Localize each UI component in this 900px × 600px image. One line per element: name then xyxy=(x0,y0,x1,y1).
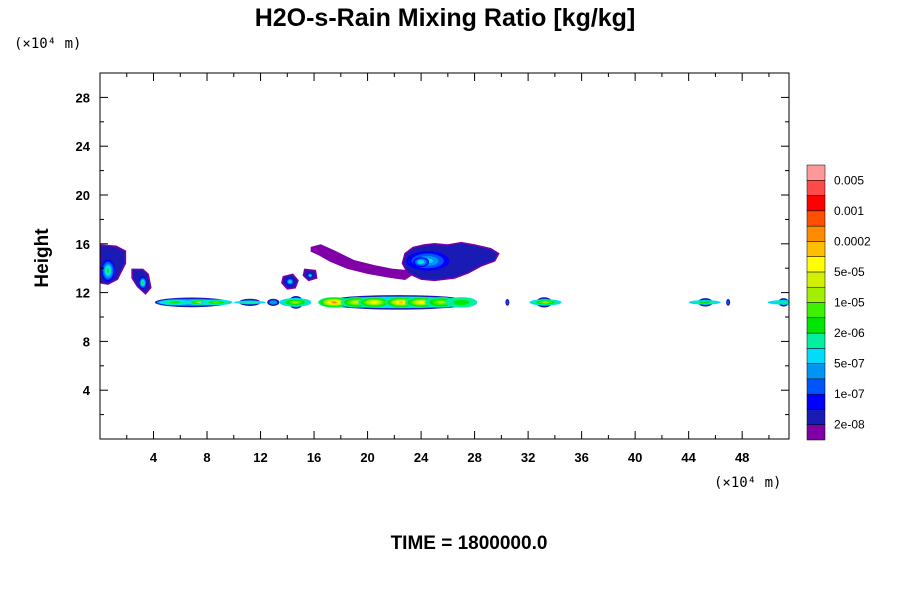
colorbar-box-6 xyxy=(806,332,826,349)
colorbar-box-7 xyxy=(806,317,826,334)
plot-area xyxy=(100,241,789,310)
band-core-4-5-4 xyxy=(437,301,446,304)
y-tick-label: 20 xyxy=(76,188,90,203)
x-tick-label: 24 xyxy=(414,450,429,465)
x-tick-label: 4 xyxy=(150,450,158,465)
colorbar-box-16 xyxy=(806,180,826,196)
colorbar-box-12 xyxy=(806,241,826,257)
x-tick-label: 32 xyxy=(521,450,535,465)
band-core-3-0-5 xyxy=(292,301,299,304)
mid-cell-16-core-0-level-6 xyxy=(309,274,312,277)
x-tick-label: 16 xyxy=(307,450,321,465)
colorbar-label: 2e-06 xyxy=(834,326,865,340)
colorbar-box-4 xyxy=(806,363,826,380)
x-tick-label: 8 xyxy=(203,450,210,465)
colorbar-box-17 xyxy=(806,164,826,181)
colorbar-label: 2e-08 xyxy=(834,418,865,432)
y-axis-label: Height xyxy=(32,228,53,288)
colorbar-label: 5e-07 xyxy=(834,357,865,371)
band-core-5-0-5 xyxy=(542,301,549,304)
colorbar-box-0 xyxy=(806,424,826,441)
upper-cloud-core-1-level-6 xyxy=(419,261,423,264)
band-core-0-2-4 xyxy=(212,301,221,304)
time-label: TIME = 1800000.0 xyxy=(391,533,548,554)
band-core-4-4-6 xyxy=(418,301,424,304)
colorbar-label: 0.0002 xyxy=(834,234,871,248)
colorbar: 2e-08 1e-07 5e-07 2e-06 1e-05 5e-05 0.0002 0.00… xyxy=(806,164,871,441)
x-unit-label: (×10⁴ m) xyxy=(714,475,781,491)
band-segment-8-inner xyxy=(727,300,730,305)
x-tick-label: 12 xyxy=(253,450,267,465)
band-core-0-0-3 xyxy=(169,301,181,304)
colorbar-box-14 xyxy=(806,210,826,227)
y-tick-label: 16 xyxy=(76,237,90,252)
colorbar-box-3 xyxy=(806,378,826,395)
chart-title: H2O-s-Rain Mixing Ratio [kg/kg] xyxy=(255,4,636,32)
colorbar-box-15 xyxy=(806,195,826,212)
mid-cell-14-core-0-level-6 xyxy=(288,280,291,283)
band-core-1-0-2 xyxy=(241,301,258,304)
colorbar-box-5 xyxy=(806,348,826,364)
upper-streak xyxy=(310,244,412,280)
x-tick-label: 20 xyxy=(360,450,374,465)
band-core-4-0-8 xyxy=(332,301,337,304)
colorbar-box-11 xyxy=(806,256,826,273)
colorbar-box-9 xyxy=(806,286,826,303)
x-tick-label: 36 xyxy=(574,450,588,465)
y-tick-label: 8 xyxy=(83,334,90,349)
band-core-7-0-3 xyxy=(699,301,711,304)
x-tick-label: 44 xyxy=(681,450,696,465)
band-core-4-2-6 xyxy=(371,301,377,304)
band-core-4-3-7 xyxy=(398,301,404,304)
y-tick-label: 12 xyxy=(76,286,90,301)
colorbar-box-13 xyxy=(806,225,826,242)
colorbar-label: 0.005 xyxy=(834,173,864,187)
x-tick-label: 40 xyxy=(628,450,642,465)
y-tick-label: 4 xyxy=(83,383,91,398)
plot-frame xyxy=(99,72,790,440)
y-unit-label: (×10⁴ m) xyxy=(14,36,81,52)
band-core-4-6-2 xyxy=(453,299,470,306)
colorbar-label: 0.001 xyxy=(834,204,864,218)
left-edge-cell-core-0-level-7 xyxy=(106,268,110,273)
y-tick-label: 28 xyxy=(76,90,90,105)
colorbar-box-1 xyxy=(806,409,826,425)
colorbar-box-10 xyxy=(806,271,826,288)
colorbar-box-2 xyxy=(806,393,826,410)
left-cell-2-core-0-level-7 xyxy=(141,281,144,284)
band-segment-2-inner xyxy=(269,300,278,305)
x-tick-label: 48 xyxy=(735,450,749,465)
colorbar-label: 1e-05 xyxy=(834,296,865,310)
colorbar-label: 5e-05 xyxy=(834,265,865,279)
band-segment-6-inner xyxy=(506,300,509,305)
contour-fill xyxy=(100,241,789,310)
band-core-9-0-2 xyxy=(775,301,789,304)
colorbar-box-8 xyxy=(806,302,826,319)
colorbar-label: 1e-07 xyxy=(834,387,865,401)
x-tick-label: 28 xyxy=(467,450,481,465)
y-tick-label: 24 xyxy=(76,139,91,154)
